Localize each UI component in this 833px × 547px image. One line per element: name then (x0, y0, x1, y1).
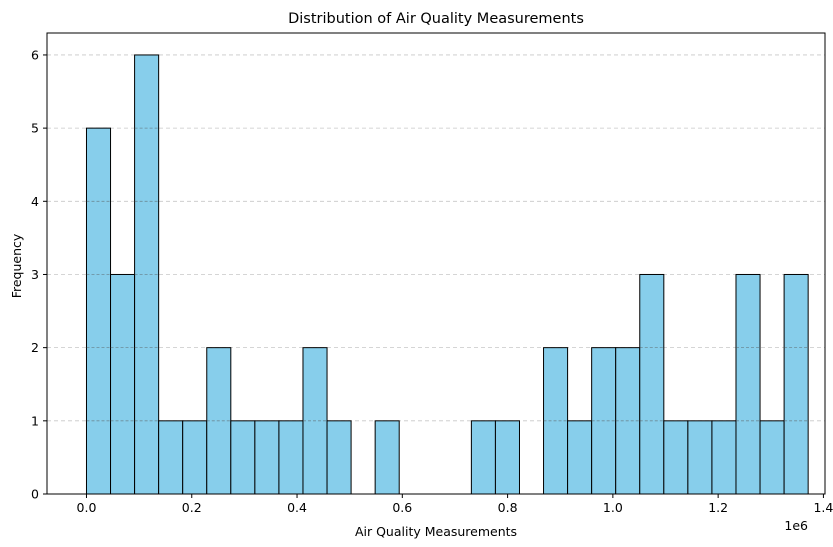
histogram-bar-4 (182, 420, 208, 495)
y-tick-label-6: 6 (31, 47, 39, 62)
y-tick-label-4: 4 (31, 194, 39, 209)
x-tick-label-6: 1.2 (708, 500, 728, 515)
plot-frame (46, 32, 826, 495)
histogram-bar-26 (711, 420, 737, 495)
x-tick-label-7: 1.4 (813, 500, 833, 515)
x-axis-offset-label: 1e6 (784, 518, 808, 533)
y-tick-label-3: 3 (31, 267, 39, 282)
histogram-bar-6 (230, 420, 256, 495)
x-tick-label-4: 0.8 (498, 500, 518, 515)
x-axis-label: Air Quality Measurements (355, 524, 517, 539)
histogram-bar-29 (783, 273, 809, 495)
histogram-bar-24 (663, 420, 689, 495)
histogram-bar-7 (254, 420, 280, 495)
histogram-bar-16 (470, 420, 496, 495)
x-tick-label-1: 0.2 (182, 500, 202, 515)
histogram-bar-27 (735, 273, 761, 495)
grid-lines (47, 54, 825, 422)
y-axis-label: Frequency (9, 233, 24, 298)
histogram-bar-20 (567, 420, 593, 495)
histogram-bar-17 (494, 420, 520, 495)
chart-title: Distribution of Air Quality Measurements (288, 11, 584, 27)
y-tick-label-0: 0 (31, 487, 39, 502)
tick-labels: 0.0 0.2 0.4 0.6 0.8 1.0 1.2 1.4 0 1 2 3 4 5 6 (31, 47, 833, 515)
y-tick-label-5: 5 (31, 121, 39, 136)
x-tick-label-3: 0.6 (392, 500, 412, 515)
histogram-bar-3 (158, 420, 184, 495)
histogram-bar-1 (110, 273, 136, 495)
x-tick-label-0: 0.0 (77, 500, 97, 515)
axes (43, 32, 826, 498)
histogram-bar-12 (374, 420, 400, 495)
x-tick-label-5: 1.0 (603, 500, 623, 515)
histogram-bar-25 (687, 420, 713, 495)
y-tick-label-1: 1 (31, 413, 39, 428)
histogram-bar-10 (326, 420, 352, 495)
x-tick-label-2: 0.4 (287, 500, 307, 515)
histogram-bars (85, 54, 809, 495)
histogram-bar-23 (639, 273, 665, 495)
histogram-bar-28 (759, 420, 785, 495)
histogram-bar-0 (85, 127, 112, 495)
histogram-bar-8 (278, 420, 304, 495)
y-tick-label-2: 2 (31, 340, 39, 355)
